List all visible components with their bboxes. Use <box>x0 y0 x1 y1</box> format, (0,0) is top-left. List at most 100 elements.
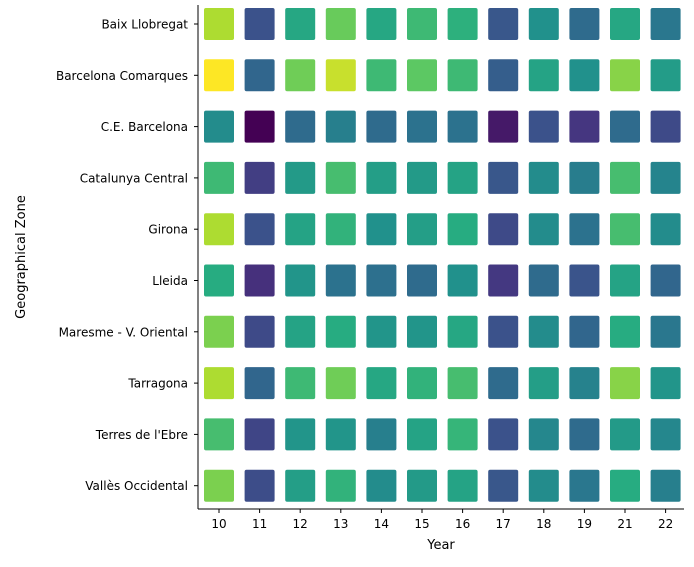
heatmap-cell <box>447 315 478 348</box>
heatmap-cell <box>650 110 681 143</box>
heatmap-cell <box>407 367 437 400</box>
heatmap-cell <box>528 418 559 451</box>
heatmap-cell <box>325 59 356 92</box>
x-tick-label: 17 <box>496 517 511 531</box>
heatmap-cell <box>569 315 600 348</box>
heatmap-cell <box>528 8 559 40</box>
heatmap-cell <box>488 161 519 194</box>
heatmap-cell <box>325 418 356 451</box>
heatmap-cell <box>528 161 559 194</box>
heatmap-cell <box>407 110 437 143</box>
heatmap-cell <box>285 469 316 502</box>
heatmap-cell <box>488 418 519 451</box>
heatmap-cell <box>447 418 478 451</box>
heatmap-cell <box>610 418 640 451</box>
y-tick-label: Barcelona Comarques <box>56 69 188 83</box>
heatmap-cell <box>325 469 356 502</box>
heatmap-cell <box>407 8 437 40</box>
heatmap-cell <box>204 213 234 246</box>
y-axis-label: Geographical Zone <box>14 195 29 319</box>
heatmap-cell <box>569 8 600 40</box>
heatmap-cell <box>204 8 234 40</box>
heatmap-cell <box>204 469 234 502</box>
y-axis-ticks: Baix Llobregat Barcelona Comarques C.E. Ba… <box>56 18 198 493</box>
heatmap-cell <box>528 367 559 400</box>
heatmap-cell <box>244 161 275 194</box>
heatmap-cell <box>407 418 437 451</box>
heatmap-cell <box>488 8 519 40</box>
heatmap-cell <box>325 264 356 297</box>
heatmap-cells <box>204 8 681 502</box>
heatmap-cell <box>528 469 559 502</box>
heatmap-cell <box>650 315 681 348</box>
y-tick-label: Catalunya Central <box>80 171 188 185</box>
heatmap-cell <box>366 264 397 297</box>
heatmap-cell <box>569 213 600 246</box>
heatmap-cell <box>610 110 640 143</box>
heatmap-cell <box>407 161 437 194</box>
heatmap-cell <box>610 469 640 502</box>
heatmap-cell <box>610 315 640 348</box>
heatmap-cell <box>285 367 316 400</box>
heatmap-cell <box>285 161 316 194</box>
heatmap-cell <box>407 315 437 348</box>
heatmap-cell <box>366 8 397 40</box>
heatmap-cell <box>244 59 275 92</box>
x-tick-label: 11 <box>252 517 267 531</box>
heatmap-cell <box>610 161 640 194</box>
heatmap-cell <box>204 161 234 194</box>
heatmap-cell <box>447 8 478 40</box>
y-tick-label: Lleida <box>152 274 188 288</box>
heatmap-cell <box>569 264 600 297</box>
heatmap-cell <box>325 367 356 400</box>
y-tick-label: Baix Llobregat <box>101 18 188 32</box>
heatmap-cell <box>610 264 640 297</box>
heatmap-cell <box>569 161 600 194</box>
heatmap-cell <box>407 264 437 297</box>
heatmap-cell <box>285 418 316 451</box>
heatmap-cell <box>244 8 275 40</box>
heatmap-cell <box>610 8 640 40</box>
heatmap-cell <box>650 469 681 502</box>
heatmap-cell <box>488 110 519 143</box>
heatmap-cell <box>285 264 316 297</box>
heatmap-cell <box>569 469 600 502</box>
x-tick-label: 15 <box>414 517 429 531</box>
heatmap-cell <box>366 110 397 143</box>
heatmap-cell <box>244 213 275 246</box>
y-tick-label: C.E. Barcelona <box>101 120 188 134</box>
heatmap-cell <box>488 367 519 400</box>
heatmap-cell <box>204 315 234 348</box>
heatmap-cell <box>407 469 437 502</box>
x-axis-label: Year <box>426 538 455 553</box>
x-tick-label: 18 <box>536 517 551 531</box>
heatmap-cell <box>285 110 316 143</box>
heatmap-cell <box>325 8 356 40</box>
heatmap-cell <box>528 59 559 92</box>
heatmap-cell <box>244 418 275 451</box>
heatmap-cell <box>204 264 234 297</box>
heatmap-cell <box>244 367 275 400</box>
heatmap-cell <box>650 8 681 40</box>
x-tick-label: 13 <box>333 517 348 531</box>
heatmap-cell <box>244 315 275 348</box>
heatmap-cell <box>488 59 519 92</box>
heatmap-cell <box>366 315 397 348</box>
y-tick-label: Terres de l'Ebre <box>95 428 188 442</box>
heatmap-cell <box>610 367 640 400</box>
x-tick-label: 16 <box>455 517 470 531</box>
x-tick-label: 10 <box>211 517 226 531</box>
heatmap-cell <box>325 213 356 246</box>
heatmap-cell <box>528 264 559 297</box>
heatmap-cell <box>528 315 559 348</box>
x-axis-ticks: 10 11 12 13 14 15 16 17 18 19 21 22 <box>211 509 673 531</box>
heatmap-cell <box>285 315 316 348</box>
heatmap-cell <box>285 8 316 40</box>
heatmap-cell <box>650 264 681 297</box>
heatmap-cell <box>610 59 640 92</box>
heatmap-cell <box>366 418 397 451</box>
heatmap-cell <box>447 110 478 143</box>
heatmap-cell <box>366 469 397 502</box>
heatmap-cell <box>447 469 478 502</box>
